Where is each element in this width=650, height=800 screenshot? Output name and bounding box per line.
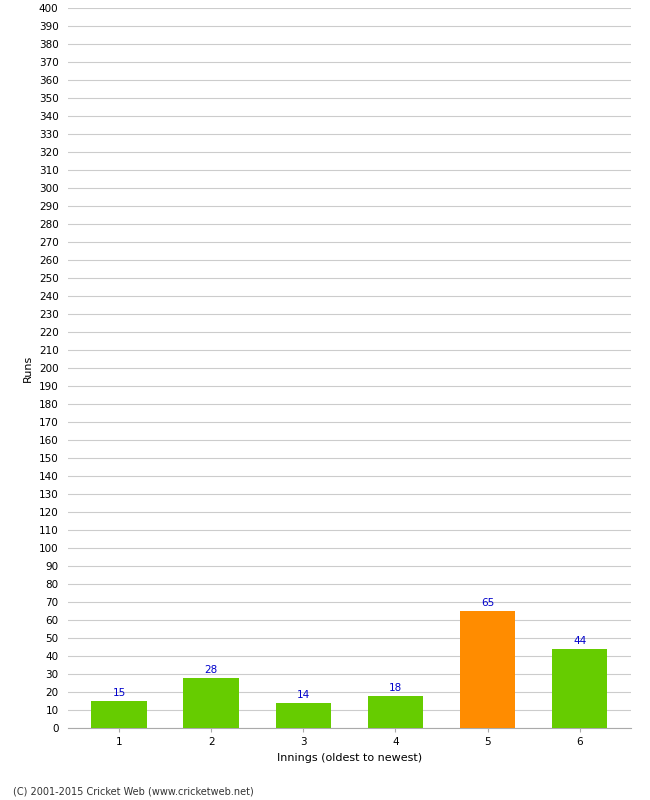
Bar bbox=[91, 701, 147, 728]
Bar bbox=[368, 696, 423, 728]
Bar bbox=[460, 611, 515, 728]
Text: 44: 44 bbox=[573, 636, 586, 646]
Text: 15: 15 bbox=[112, 688, 125, 698]
X-axis label: Innings (oldest to newest): Innings (oldest to newest) bbox=[277, 753, 422, 762]
Text: 14: 14 bbox=[296, 690, 310, 700]
Text: 65: 65 bbox=[481, 598, 494, 608]
Y-axis label: Runs: Runs bbox=[23, 354, 33, 382]
Text: 28: 28 bbox=[205, 665, 218, 675]
Text: (C) 2001-2015 Cricket Web (www.cricketweb.net): (C) 2001-2015 Cricket Web (www.cricketwe… bbox=[13, 786, 254, 796]
Bar bbox=[276, 703, 331, 728]
Bar bbox=[552, 649, 608, 728]
Text: 18: 18 bbox=[389, 683, 402, 693]
Bar bbox=[183, 678, 239, 728]
